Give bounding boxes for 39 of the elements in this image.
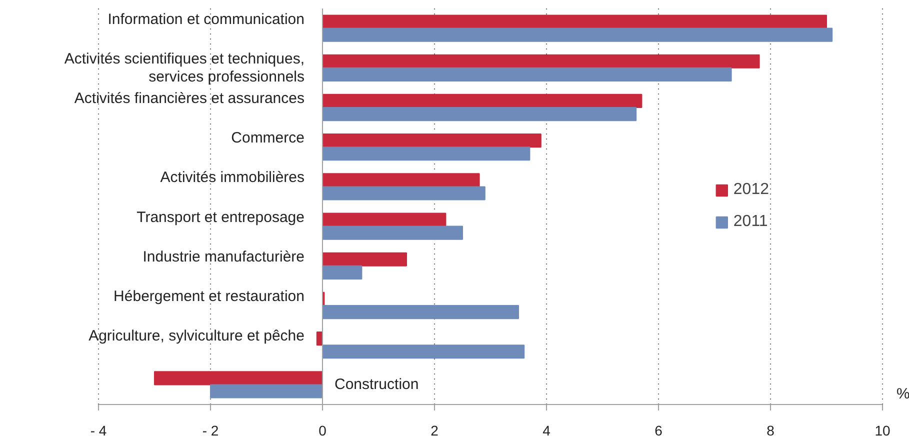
- bar: [210, 384, 323, 398]
- x-tick-label: - 2: [202, 422, 219, 438]
- bar: [322, 134, 542, 148]
- bar: [322, 14, 827, 29]
- bar: [322, 212, 446, 227]
- bar: [322, 305, 519, 320]
- bar: [322, 344, 525, 359]
- bar: [322, 28, 833, 42]
- bar: [322, 107, 637, 122]
- x-tick-label: 6: [654, 422, 663, 438]
- bar: [154, 371, 323, 386]
- bar: [322, 186, 486, 200]
- bar: [322, 173, 480, 188]
- x-tick-label: 8: [766, 422, 775, 438]
- y-tick-label: Hébergement et restauration: [114, 288, 305, 305]
- y-tick-label: Industrie manufacturière: [142, 248, 304, 266]
- bar: [322, 67, 732, 82]
- y-tick-label: Agriculture, sylviculture et pêche: [88, 328, 305, 345]
- y-tick-label: Construction: [334, 376, 419, 394]
- bar: [322, 226, 463, 240]
- y-tick-label: Activités financières et assurances: [74, 90, 305, 107]
- legend-label: 2011: [733, 213, 768, 231]
- legend-label: 2012: [733, 181, 769, 199]
- y-tick-label: Commerce: [231, 130, 305, 147]
- x-tick-label: - 4: [90, 422, 107, 438]
- bar: [322, 146, 530, 161]
- bar: [322, 252, 407, 266]
- y-tick-label: Transport et entreposage: [136, 208, 305, 226]
- bar: [322, 54, 760, 68]
- y-tick-label: Activités scientifiques et techniques, services professionnels: [64, 50, 305, 86]
- x-tick-label: 4: [542, 422, 551, 438]
- bar: [322, 265, 362, 280]
- bar: [322, 94, 642, 108]
- x-tick-label: 10: [874, 422, 890, 438]
- y-tick-label: Activités immobilières: [160, 169, 305, 186]
- x-tick-label: 0: [318, 422, 327, 438]
- x-tick-label: 2: [430, 422, 439, 438]
- y-tick-label: Information et communication: [108, 10, 305, 28]
- x-axis-title: %: [896, 386, 909, 402]
